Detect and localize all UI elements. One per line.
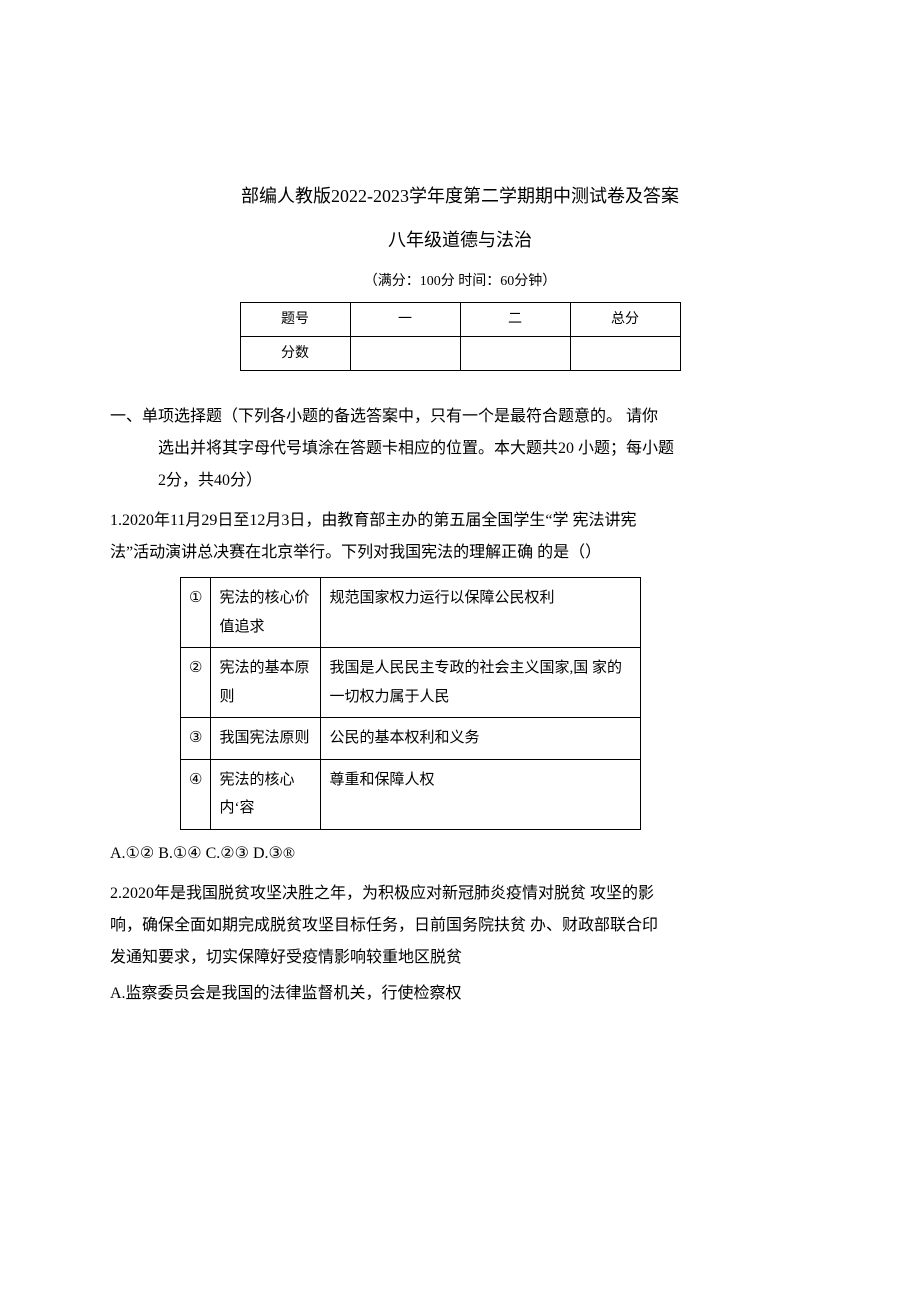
score-cell <box>350 337 460 371</box>
question-line: 法”活动演讲总决赛在北京举行。下列对我国宪法的理解正确 的是（） <box>110 537 810 569</box>
row-term: 我国宪法原则 <box>211 718 321 760</box>
section-line: 一、单项选择题（下列各小题的备选答案中，只有一个是最符合题意的。 请你 <box>110 401 810 433</box>
row-desc: 公民的基本权利和义务 <box>321 718 641 760</box>
score-table: 题号 一 二 总分 分数 <box>240 302 681 371</box>
question-2: 2.2020年是我国脱贫攻坚决胜之年，为积极应对新冠肺炎疫情对脱贫 攻坚的影 响… <box>110 878 810 974</box>
row-desc: 规范国家权力运行以保障公民权利 <box>321 578 641 648</box>
score-row-label: 分数 <box>240 337 350 371</box>
row-index: ② <box>181 648 211 718</box>
section-line: 2分，共40分） <box>110 465 810 497</box>
question-line: 2.2020年是我国脱贫攻坚决胜之年，为积极应对新冠肺炎疫情对脱贫 攻坚的影 <box>110 878 810 910</box>
question-line: 发通知要求，切实保障好受疫情影响较重地区脱贫 <box>110 942 810 974</box>
document-subtitle: 八年级道德与法治 <box>110 224 810 256</box>
constitution-table: ① 宪法的核心价值追求 规范国家权力运行以保障公民权利 ② 宪法的基本原则 我国… <box>180 577 641 830</box>
exam-info: （满分：100分 时间：60分钟） <box>110 269 810 294</box>
row-desc: 尊重和保障人权 <box>321 759 641 829</box>
document-title: 部编人教版2022-2023学年度第二学期期中测试卷及答案 <box>110 180 810 212</box>
row-index: ④ <box>181 759 211 829</box>
question-1: 1.2020年11月29日至12月3日，由教育部主办的第五届全国学生“学 宪法讲… <box>110 505 810 569</box>
question-line: 响，确保全面如期完成脱贫攻坚目标任务，日前国务院扶贫 办、财政部联合印 <box>110 910 810 942</box>
row-desc: 我国是人民民主专政的社会主义国家,国 家的一切权力属于人民 <box>321 648 641 718</box>
table-row: ② 宪法的基本原则 我国是人民民主专政的社会主义国家,国 家的一切权力属于人民 <box>181 648 641 718</box>
section-1-header: 一、单项选择题（下列各小题的备选答案中，只有一个是最符合题意的。 请你 选出并将… <box>110 401 810 497</box>
score-cell <box>460 337 570 371</box>
score-header-label: 题号 <box>240 302 350 336</box>
section-line: 选出并将其字母代号填涂在答题卡相应的位置。本大题共20 小题；每小题 <box>110 433 810 465</box>
question-line: 1.2020年11月29日至12月3日，由教育部主办的第五届全国学生“学 宪法讲… <box>110 505 810 537</box>
table-row: ③ 我国宪法原则 公民的基本权利和义务 <box>181 718 641 760</box>
score-col-1: 一 <box>350 302 460 336</box>
question-1-options: A.①② B.①④ C.②③ D.③® <box>110 838 810 870</box>
question-2-option-a: A.监察委员会是我国的法律监督机关，行使检察权 <box>110 978 810 1010</box>
table-row: ① 宪法的核心价值追求 规范国家权力运行以保障公民权利 <box>181 578 641 648</box>
score-col-2: 二 <box>460 302 570 336</box>
row-term: 宪法的核心价值追求 <box>211 578 321 648</box>
row-index: ① <box>181 578 211 648</box>
row-term: 宪法的核心内‘容 <box>211 759 321 829</box>
row-term: 宪法的基本原则 <box>211 648 321 718</box>
row-index: ③ <box>181 718 211 760</box>
score-cell <box>570 337 680 371</box>
table-row: 题号 一 二 总分 <box>240 302 680 336</box>
table-row: ④ 宪法的核心内‘容 尊重和保障人权 <box>181 759 641 829</box>
score-col-total: 总分 <box>570 302 680 336</box>
table-row: 分数 <box>240 337 680 371</box>
